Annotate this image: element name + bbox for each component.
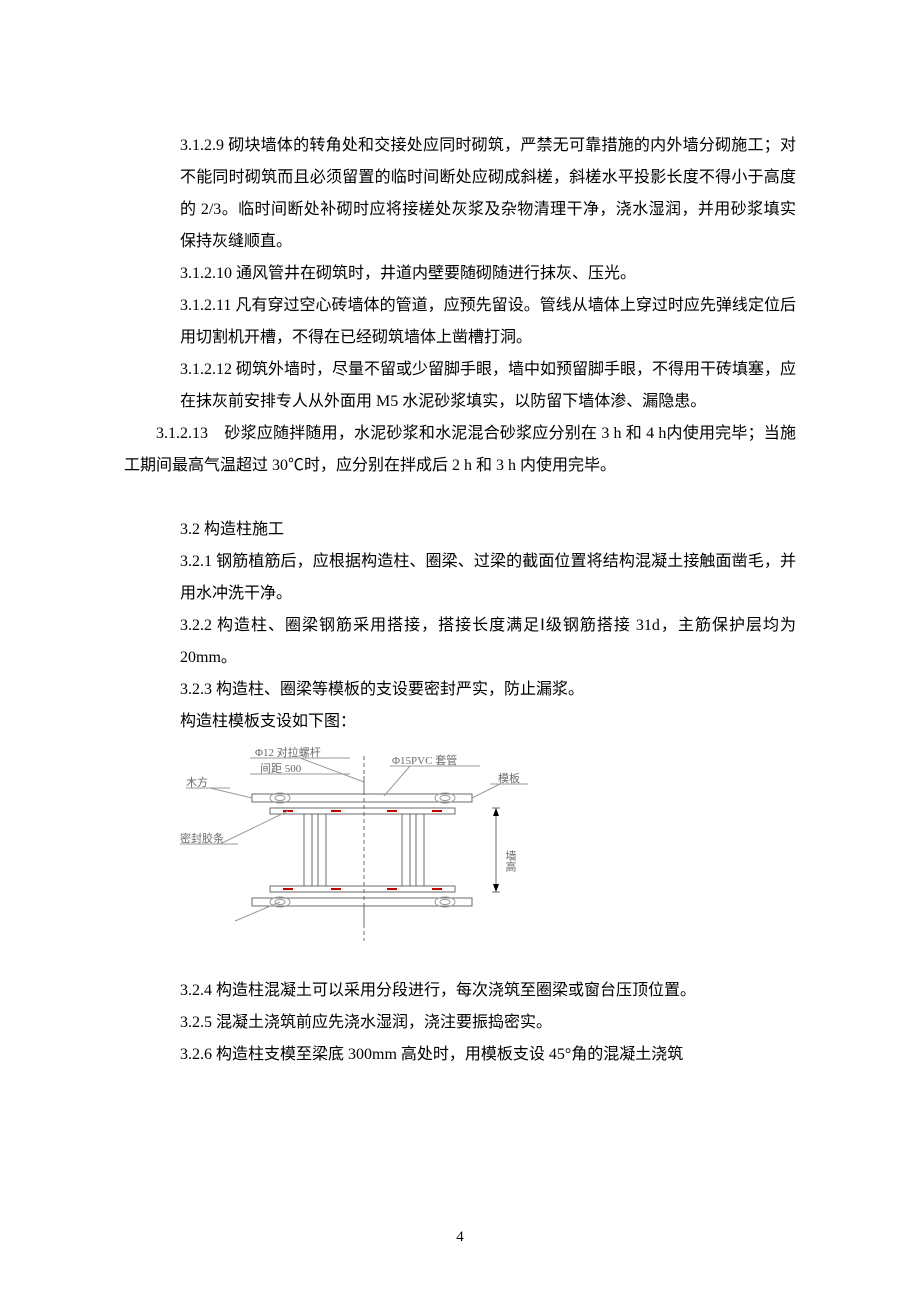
para-3-1-2-10: 3.1.2.10 通风管井在砌筑时，井道内壁要随砌随进行抹灰、压光。 — [180, 258, 796, 290]
para-3-2-4: 3.2.4 构造柱混凝土可以采用分段进行，每次浇筑至圈梁或窗台压顶位置。 — [180, 975, 796, 1007]
svg-text:密封胶条: 密封胶条 — [180, 831, 224, 845]
page-number: 4 — [0, 1229, 920, 1246]
svg-text:间距 500: 间距 500 — [260, 762, 302, 775]
heading-3-2: 3.2 构造柱施工 — [180, 514, 796, 546]
svg-text:模板: 模板 — [498, 771, 520, 785]
para-3-1-2-13: 3.1.2.13 砂浆应随拌随用，水泥砂浆和水泥混合砂浆应分别在 3 h 和 4… — [124, 418, 796, 482]
formwork-diagram: 墙高 Φ12 对拉螺杆间距 500 Φ15PVC 套管木方 模板密封胶条 — [180, 746, 796, 951]
para-diagram-intro: 构造柱模板支设如下图： — [180, 706, 796, 738]
svg-text:墙高: 墙高 — [504, 849, 517, 873]
para-3-1-2-11: 3.1.2.11 凡有穿过空心砖墙体的管道，应预先留设。管线从墙体上穿过时应先弹… — [180, 290, 796, 354]
para-3-2-5: 3.2.5 混凝土浇筑前应先浇水湿润，浇注要振捣密实。 — [180, 1007, 796, 1039]
svg-text:Φ15PVC 套管: Φ15PVC 套管 — [392, 753, 457, 767]
para-3-1-2-12: 3.1.2.12 砌筑外墙时，尽量不留或少留脚手眼，墙中如预留脚手眼，不得用干砖… — [180, 354, 796, 418]
para-3-2-3: 3.2.3 构造柱、圈梁等模板的支设要密封严实，防止漏浆。 — [180, 674, 796, 706]
para-3-1-2-9: 3.1.2.9 砌块墙体的转角处和交接处应同时砌筑，严禁无可靠措施的内外墙分砌施… — [180, 130, 796, 258]
section-gap — [124, 482, 796, 514]
para-3-2-6: 3.2.6 构造柱支模至梁底 300mm 高处时，用模板支设 45°角的混凝土浇… — [180, 1039, 796, 1071]
svg-text:Φ12 对拉螺杆: Φ12 对拉螺杆 — [255, 746, 321, 759]
para-3-2-1: 3.2.1 钢筋植筋后，应根据构造柱、圈梁、过梁的截面位置将结构混凝土接触面凿毛… — [180, 546, 796, 610]
document-page: 3.1.2.9 砌块墙体的转角处和交接处应同时砌筑，严禁无可靠措施的内外墙分砌施… — [0, 0, 920, 1131]
svg-text:木方: 木方 — [186, 775, 208, 789]
para-3-2-2: 3.2.2 构造柱、圈梁钢筋采用搭接，搭接长度满足Ⅰ级钢筋搭接 31d，主筋保护… — [180, 610, 796, 674]
formwork-diagram-svg: 墙高 Φ12 对拉螺杆间距 500 Φ15PVC 套管木方 模板密封胶条 — [180, 746, 550, 946]
